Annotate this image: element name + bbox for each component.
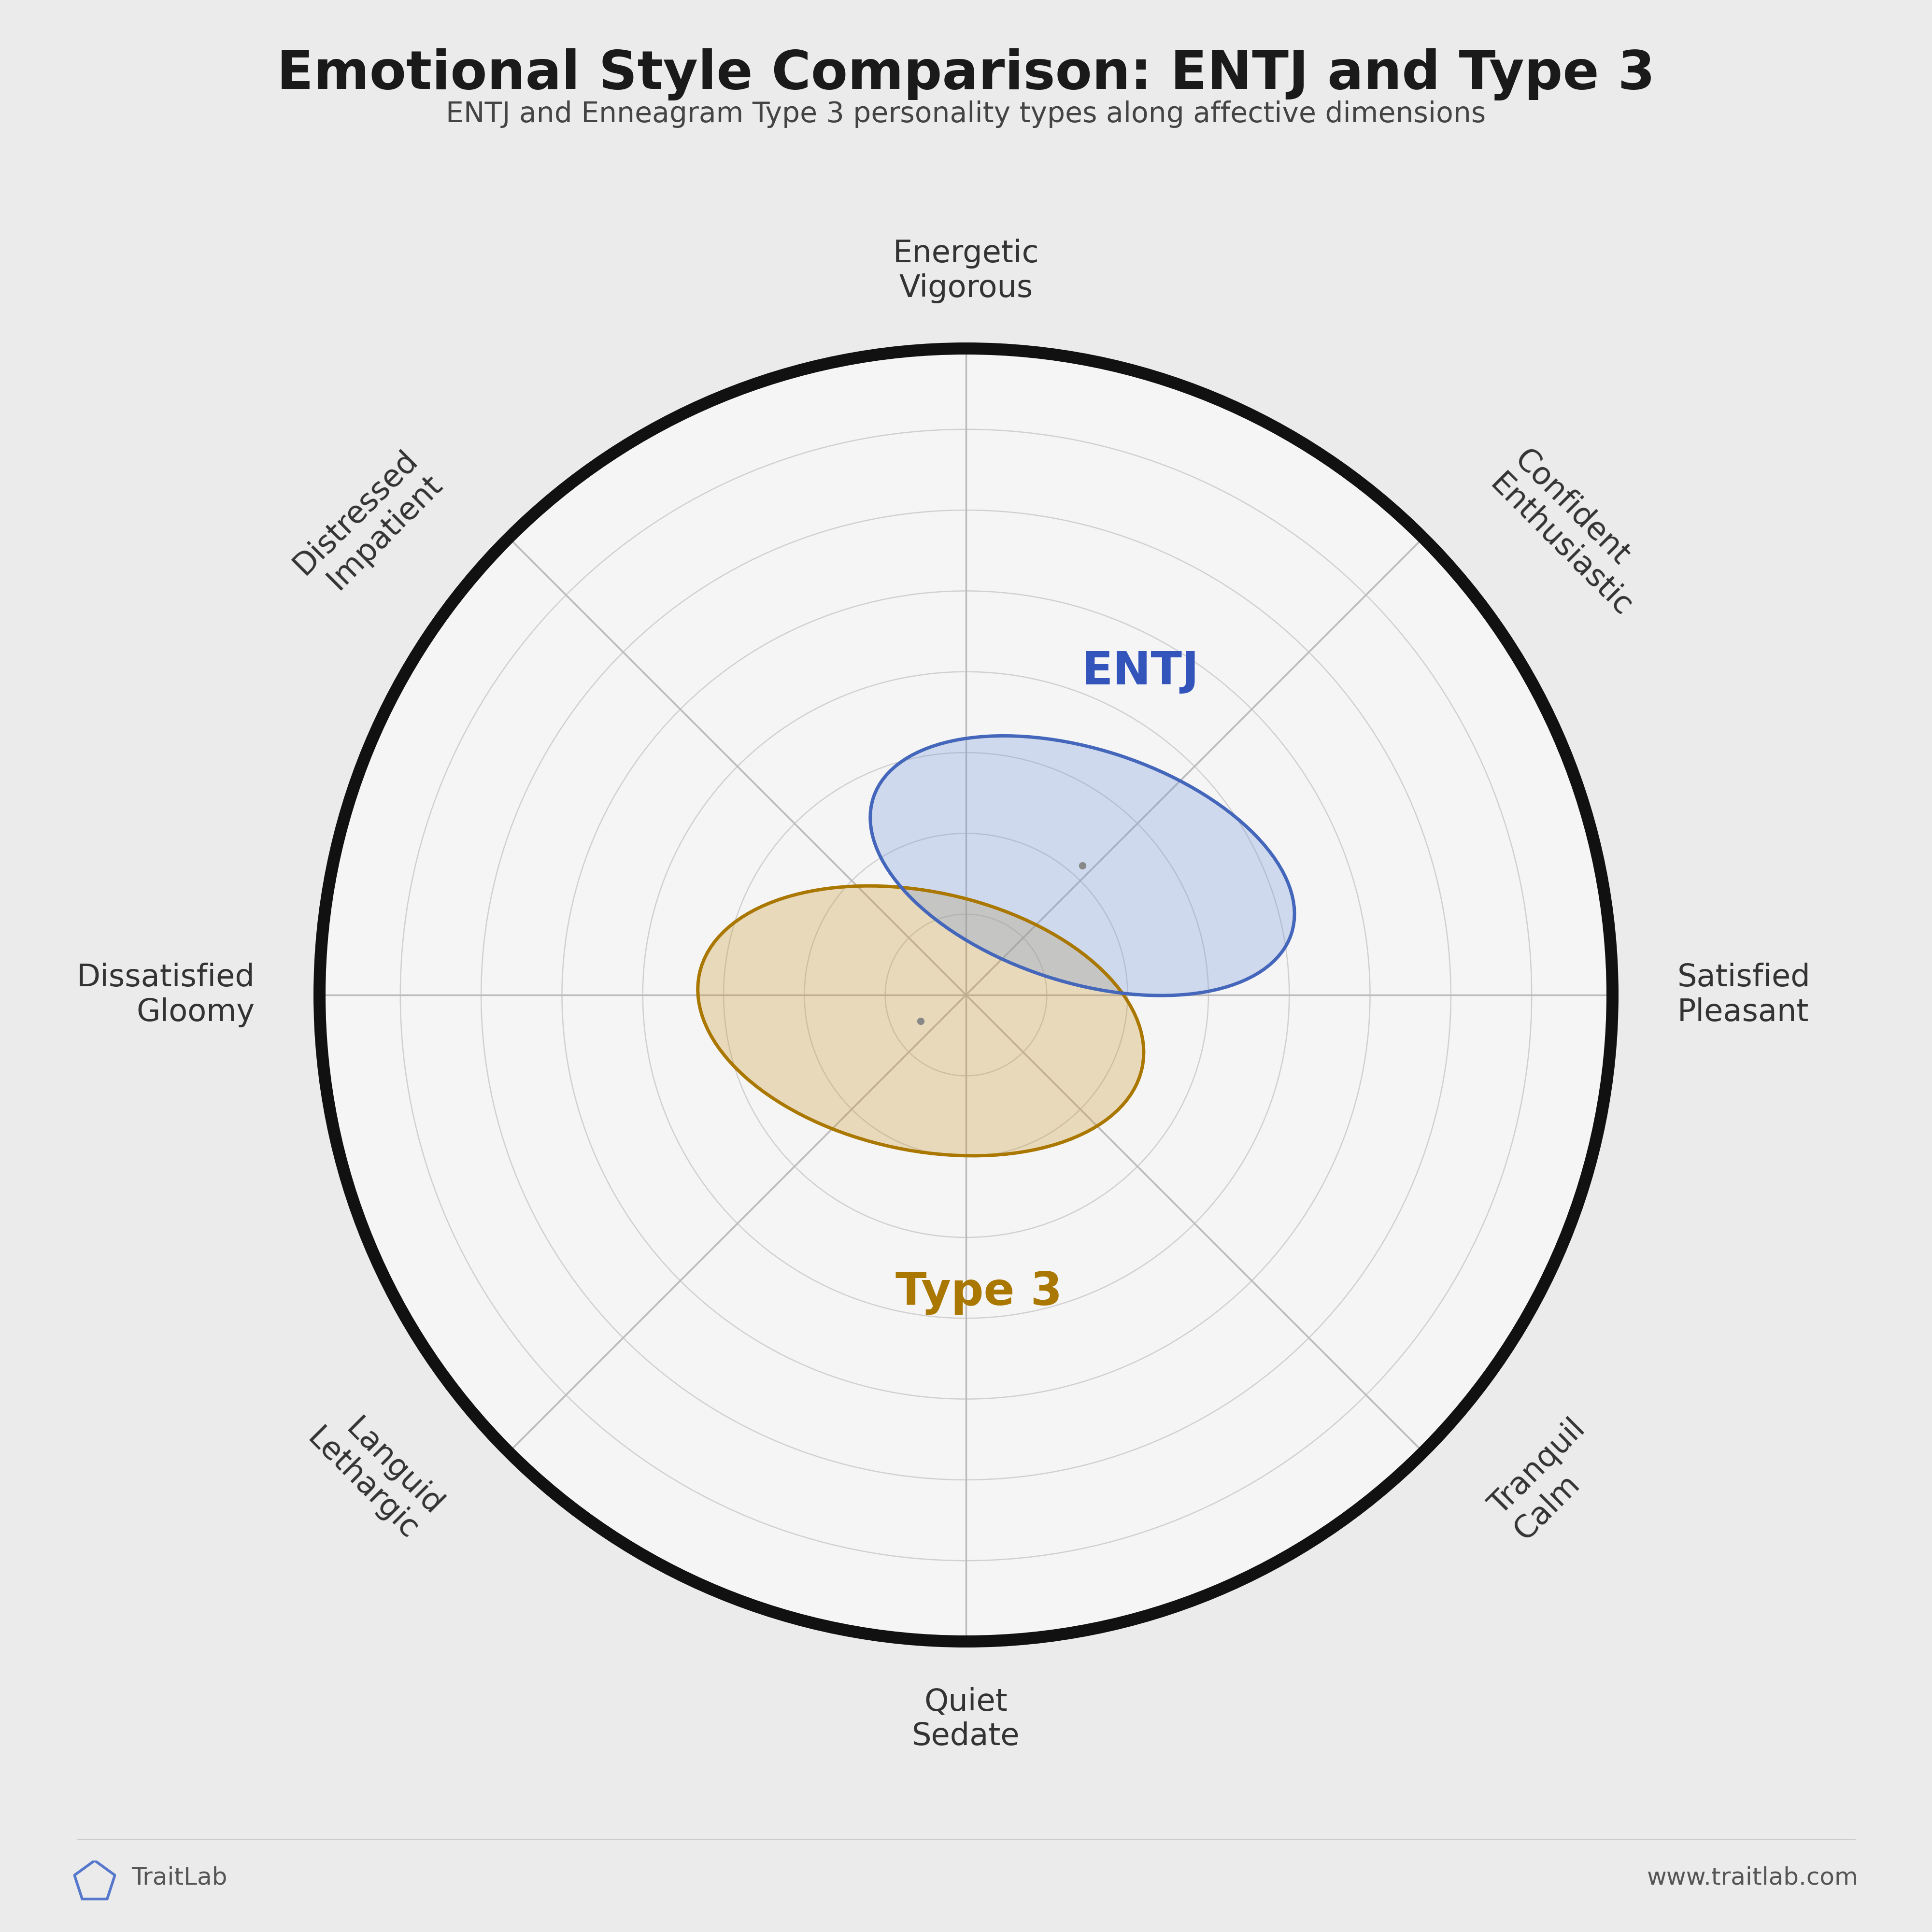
Circle shape [319, 348, 1613, 1642]
Text: Confident
Enthusiastic: Confident Enthusiastic [1484, 444, 1662, 622]
Text: Quiet
Sedate: Quiet Sedate [912, 1687, 1020, 1750]
Text: ENTJ: ENTJ [1082, 649, 1200, 694]
Text: Satisfied
Pleasant: Satisfied Pleasant [1677, 962, 1810, 1028]
Text: Distressed
Impatient: Distressed Impatient [288, 444, 448, 605]
Text: Languid
Lethargic: Languid Lethargic [301, 1399, 448, 1546]
Text: Emotional Style Comparison: ENTJ and Type 3: Emotional Style Comparison: ENTJ and Typ… [276, 48, 1656, 100]
Ellipse shape [869, 736, 1294, 995]
Text: Dissatisfied
Gloomy: Dissatisfied Gloomy [77, 962, 255, 1028]
Text: Tranquil
Calm: Tranquil Calm [1484, 1414, 1615, 1546]
Text: ENTJ and Enneagram Type 3 personality types along affective dimensions: ENTJ and Enneagram Type 3 personality ty… [446, 100, 1486, 128]
Text: TraitLab: TraitLab [131, 1866, 228, 1889]
Text: Energetic
Vigorous: Energetic Vigorous [893, 240, 1039, 303]
Text: www.traitlab.com: www.traitlab.com [1648, 1866, 1859, 1889]
Ellipse shape [697, 887, 1144, 1155]
Text: Type 3: Type 3 [896, 1269, 1063, 1314]
